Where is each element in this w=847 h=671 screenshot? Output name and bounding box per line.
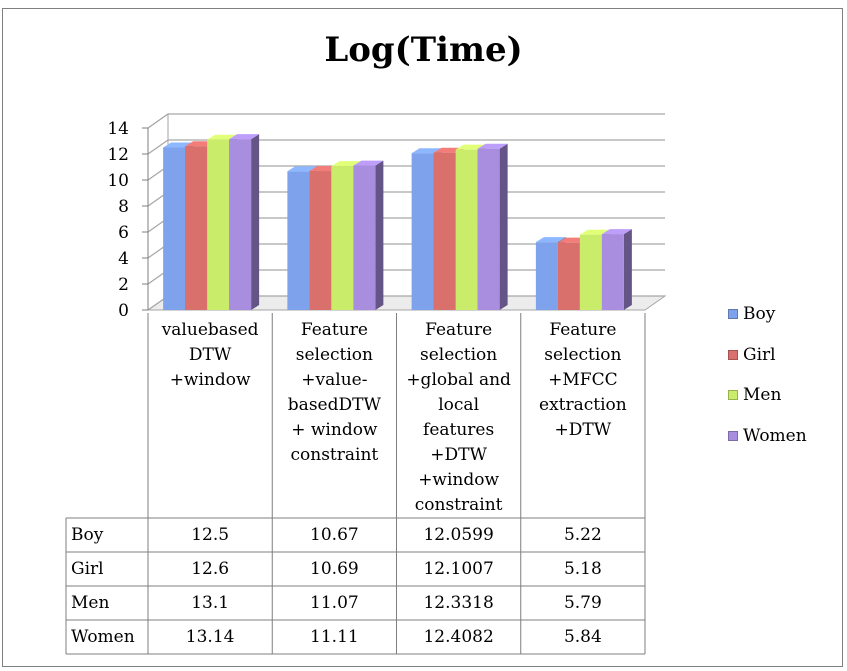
x-tick-label-line: +window <box>418 470 500 490</box>
data-label: 12.0599 <box>423 525 494 545</box>
bar <box>309 171 332 310</box>
bar <box>557 242 580 310</box>
table-row-header: Boy <box>71 525 104 545</box>
bar <box>411 153 434 310</box>
bar <box>163 147 186 310</box>
x-tick-label-line: DTW <box>188 345 232 365</box>
y-tick-label: 6 <box>118 223 129 243</box>
bar <box>433 152 456 310</box>
data-label: 13.1 <box>191 593 230 613</box>
bar <box>455 149 478 310</box>
legend-label: Girl <box>743 344 776 365</box>
x-tick-label: Feature selection +MFCC extraction +DTW <box>521 318 645 443</box>
bar-top <box>331 161 362 167</box>
y-tick-label: 0 <box>118 301 129 321</box>
y-tick-label: 14 <box>107 119 129 139</box>
bar-side <box>499 143 508 310</box>
x-tick-label-line: +MFCC <box>548 370 618 390</box>
bar-top <box>579 229 610 235</box>
data-label: 12.5 <box>191 525 230 545</box>
bar-top <box>287 166 318 172</box>
data-label: 10.67 <box>310 525 359 545</box>
y-tick-label: 2 <box>118 275 129 295</box>
table-row-header: Girl <box>71 559 104 579</box>
table-row-header: Men <box>71 593 110 613</box>
legend-swatch <box>728 309 738 319</box>
bar-top <box>353 160 384 166</box>
y-tick-label: 12 <box>107 145 129 165</box>
bar-top <box>477 143 508 149</box>
x-tick-label-line: extraction <box>539 395 627 415</box>
legend-label: Men <box>743 385 782 405</box>
legend-label: Boy <box>743 304 776 324</box>
bar <box>229 139 252 310</box>
x-tick-label-line: +global and <box>406 370 511 390</box>
bar <box>287 171 310 310</box>
x-tick-label-line: + window <box>291 420 378 440</box>
x-tick-label: Feature selection +global and local features… <box>397 318 521 518</box>
x-tick-label-line: local <box>438 395 479 415</box>
bar-side <box>375 160 384 310</box>
data-label: 5.84 <box>563 627 602 647</box>
bar-top <box>601 229 632 235</box>
x-tick-label-line: valuebased <box>161 320 259 340</box>
x-tick-label-line: Feature <box>300 320 368 340</box>
x-tick-label-line: features <box>423 420 495 440</box>
bar-top <box>207 134 238 140</box>
bar <box>579 234 602 310</box>
bar <box>353 165 376 310</box>
chart-frame <box>2 8 843 667</box>
bar <box>535 242 558 310</box>
x-tick-label-line: +DTW <box>430 445 487 465</box>
bar-top <box>229 134 260 140</box>
bar <box>477 148 500 310</box>
x-tick-label-line: constraint <box>414 495 503 515</box>
data-label: 10.69 <box>310 559 359 579</box>
x-tick-label-line: +value- <box>301 370 368 390</box>
legend-swatch <box>728 430 738 441</box>
x-tick-label: valuebased DTW +window <box>148 318 272 393</box>
data-label: 5.79 <box>563 593 602 613</box>
data-label: 12.3318 <box>423 593 494 613</box>
bar <box>331 166 354 310</box>
x-tick-label-line: basedDTW <box>287 395 381 415</box>
bar <box>207 139 230 310</box>
x-tick-label-line: selection <box>544 345 622 365</box>
chart-title: Log(Time) <box>324 30 523 70</box>
bar <box>601 234 624 310</box>
bar-side <box>623 229 632 310</box>
bar <box>185 146 208 310</box>
x-tick-label: Feature selection +value-basedDTW + window c… <box>272 318 396 468</box>
data-label: 12.1007 <box>423 559 494 579</box>
data-label: 11.07 <box>310 593 359 613</box>
x-tick-label-line: constraint <box>290 445 379 465</box>
data-label: 5.18 <box>563 559 602 579</box>
x-tick-label-line: Feature <box>549 320 617 340</box>
bar-side <box>251 134 260 310</box>
x-tick-label-line: +DTW <box>554 420 612 440</box>
bar-top <box>411 148 442 154</box>
table-row-header: Women <box>71 627 135 647</box>
data-label: 13.14 <box>185 627 235 647</box>
x-tick-label-line: selection <box>419 345 498 365</box>
x-tick-label-line: Feature <box>425 320 493 340</box>
x-tick-label-line: +window <box>169 370 251 390</box>
data-label: 11.11 <box>310 627 359 647</box>
bar-top <box>535 237 566 243</box>
gridline-side <box>147 139 169 155</box>
y-tick-label: 4 <box>118 249 129 269</box>
legend-label: Women <box>743 425 807 446</box>
data-label: 12.6 <box>191 559 230 579</box>
data-label: 12.4082 <box>423 627 494 647</box>
y-tick-label: 10 <box>107 171 129 191</box>
y-tick-label: 8 <box>118 197 129 217</box>
gridline-side <box>147 113 169 129</box>
legend-swatch <box>728 349 738 360</box>
x-tick-label-line: selection <box>295 345 373 365</box>
data-label: 5.22 <box>563 525 602 545</box>
legend-swatch <box>728 390 738 400</box>
